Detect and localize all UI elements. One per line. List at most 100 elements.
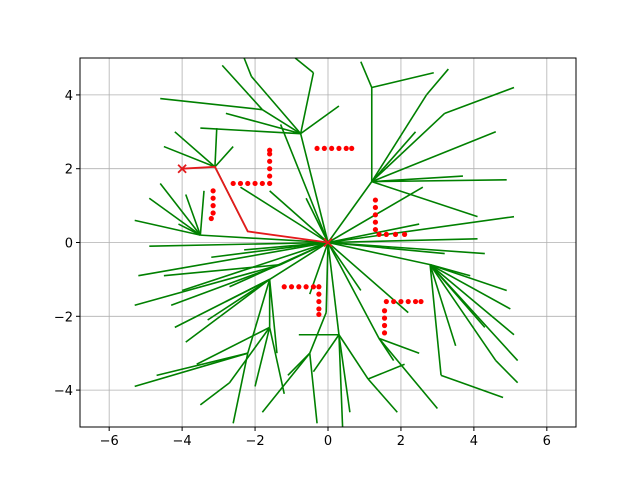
tree-edge xyxy=(268,327,286,394)
path-line xyxy=(182,165,329,244)
x-tick-label: 4 xyxy=(470,434,478,449)
tree-edge xyxy=(250,75,302,135)
obstacle-point xyxy=(310,284,317,290)
obstacle-points xyxy=(208,145,424,336)
obstacle-point xyxy=(316,284,322,290)
tree-edge xyxy=(159,182,201,236)
grid-lines xyxy=(80,58,576,427)
tree-edge xyxy=(200,234,329,244)
obstacle-point xyxy=(210,195,216,201)
x-tick-label: 6 xyxy=(543,434,551,449)
obstacle-point xyxy=(392,231,399,237)
tree-edge xyxy=(221,64,263,111)
tree-edge xyxy=(429,264,497,362)
tree-edge xyxy=(440,374,504,399)
obstacle-point xyxy=(316,311,322,318)
tree-edge xyxy=(327,242,362,291)
tree-edge xyxy=(294,57,314,74)
obstacle-point xyxy=(245,180,251,187)
obstacle-point xyxy=(210,188,216,194)
y-tick-label: −4 xyxy=(54,384,73,399)
obstacle-point xyxy=(381,315,388,321)
tree-edge xyxy=(327,181,373,243)
obstacle-point xyxy=(230,180,236,187)
tree-edge xyxy=(299,72,315,134)
tree-edge xyxy=(148,197,201,236)
obstacle-point xyxy=(288,284,295,290)
tree-edge xyxy=(325,242,329,313)
tree-edge xyxy=(185,194,202,236)
tree-edge xyxy=(196,326,271,365)
tree-edge xyxy=(367,378,398,413)
tree-edges xyxy=(134,57,519,428)
tree-edge xyxy=(229,241,329,288)
x-tick-label: −6 xyxy=(100,434,119,449)
tree-edge xyxy=(138,241,329,277)
y-tick-label: −2 xyxy=(54,310,73,325)
axis-ticks: −6 −4 −2 0 2 4 6 −4 −2 0 2 4 xyxy=(54,89,551,449)
x-tick-label: −2 xyxy=(245,434,264,449)
obstacle-point xyxy=(210,203,216,209)
tree-edge xyxy=(287,352,311,376)
x-tick-label: −4 xyxy=(173,434,192,449)
obstacle-point xyxy=(259,180,265,187)
obstacle-point xyxy=(405,298,411,305)
obstacle-point xyxy=(237,180,244,187)
obstacle-point xyxy=(372,226,379,233)
tree-edge xyxy=(134,263,281,307)
tree-edge xyxy=(134,219,201,236)
tree-edge xyxy=(308,353,318,424)
obstacle-point xyxy=(372,219,379,225)
tree-edge xyxy=(360,61,373,88)
obstacle-point xyxy=(343,145,349,152)
tree-edge xyxy=(327,241,431,266)
obstacle-point xyxy=(281,284,287,290)
obstacle-point xyxy=(383,298,389,305)
tree-edge xyxy=(174,278,271,329)
tree-edge xyxy=(429,264,486,328)
obstacle-point xyxy=(316,291,322,297)
y-tick-label: 0 xyxy=(65,237,73,252)
obstacle-point xyxy=(252,180,258,187)
tree-edge xyxy=(338,334,369,380)
obstacle-point xyxy=(267,147,273,153)
x-tick-label: 2 xyxy=(397,434,405,449)
tree-edge xyxy=(327,223,420,244)
tree-edge xyxy=(429,263,471,277)
tree-edge xyxy=(378,337,420,354)
tree-edge xyxy=(312,334,340,373)
tree-edge xyxy=(327,241,485,255)
tree-edge xyxy=(444,86,515,115)
tree-edge xyxy=(246,279,271,354)
tree-edge xyxy=(174,131,216,168)
tree-edge xyxy=(268,279,278,354)
tree-edge xyxy=(338,334,351,413)
obstacle-point xyxy=(391,298,397,305)
tree-edge xyxy=(429,264,457,347)
tree-edge xyxy=(338,334,344,428)
tree-edge xyxy=(240,186,329,244)
tree-edge xyxy=(160,97,263,111)
tree-edge xyxy=(149,241,329,247)
tree-edge xyxy=(327,242,340,335)
obstacle-point xyxy=(381,322,388,329)
x-tick-label: 0 xyxy=(324,434,332,449)
tree-edge xyxy=(327,242,380,339)
tree-edge xyxy=(327,238,478,244)
y-tick-label: 2 xyxy=(65,163,73,178)
y-tick-label: 4 xyxy=(65,89,73,104)
obstacle-point xyxy=(267,180,273,187)
tree-edge xyxy=(371,131,497,183)
obstacle-point xyxy=(372,204,379,211)
tree-edge xyxy=(371,112,446,183)
obstacle-point xyxy=(296,284,302,290)
obstacle-point xyxy=(267,166,273,172)
tree-edge xyxy=(185,278,271,343)
obstacle-point xyxy=(418,298,424,305)
tree-edge xyxy=(371,178,507,183)
tree-edge xyxy=(163,263,281,277)
tree-edge xyxy=(300,105,340,135)
tree-edge xyxy=(269,241,329,281)
